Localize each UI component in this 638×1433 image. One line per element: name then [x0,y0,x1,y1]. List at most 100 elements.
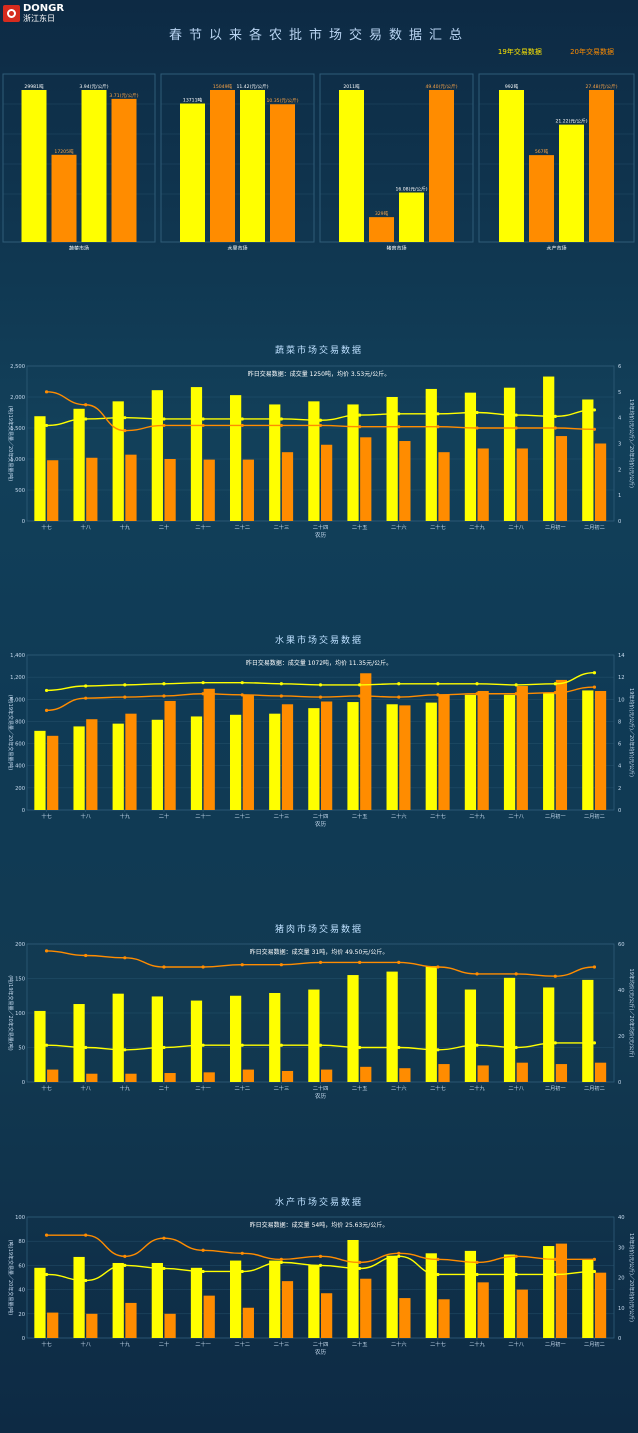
summary-bar [51,154,77,242]
price-point [279,417,283,421]
bar [438,452,450,521]
x-tick-label: 十九 [120,1084,131,1092]
y-tick-label-left: 100 [15,1011,25,1017]
y-axis-label-left: (吨)19年交易量／20年交易量(吨) [7,695,14,771]
x-tick-label: 二十二 [234,1340,250,1348]
price-point [162,1045,166,1050]
price-point [84,417,88,421]
bar [477,448,489,521]
summary-chart: 29981吨 17205吨 3.94(元/公斤)3.71(元/公斤) 蔬菜市场 1371… [2,73,635,250]
bar [555,1243,568,1338]
y-tick-label-right: 4 [618,764,622,770]
summary-market-label: 水果市场 [227,245,247,250]
panel-title: 水果市场交易数据 [274,636,363,646]
y-tick-label-left: 0 [22,1336,25,1342]
x-tick-label: 二十三 [274,1340,290,1348]
price-point [475,682,479,686]
y-tick-label-right: 2 [618,786,621,792]
bar [281,452,294,521]
price-point [201,1248,205,1252]
y-tick-label-left: 50 [18,1046,25,1052]
price-point [514,426,518,430]
x-tick-label: 二月初二 [584,523,605,531]
price-point [162,1236,166,1240]
price-point [44,423,49,428]
price-point [553,426,557,430]
y-tick-label-left: 500 [15,488,25,494]
bar [164,700,176,810]
legend-2020[interactable]: 20年交易数据 [570,48,614,56]
y-axis-label-left: (吨)19年交易量／20年交易量(吨) [7,406,14,482]
bar [543,692,555,810]
y-tick-label-right: 5 [618,390,621,396]
summary-bar [240,90,265,242]
bar [360,1066,372,1082]
summary-bar [180,103,205,242]
price-point [123,695,127,699]
bar [594,690,607,810]
y-tick-label-left: 2,000 [10,395,25,401]
price-point [162,423,166,428]
price-point [162,1266,166,1271]
bar [438,1299,450,1338]
y-tick-label-left: 40 [18,1288,25,1294]
bar [47,460,59,521]
bar [321,1069,333,1082]
legend-2019[interactable]: 19年交易数据 [497,48,542,56]
bar [34,1010,46,1082]
summary-market-2: 13711吨 15049吨 11.42(元/公斤) 10.35(元/公斤) 水果市场 [160,73,315,250]
summary-bar [369,217,394,242]
bar [203,1072,215,1082]
bar [190,1267,203,1338]
price-point [84,1045,88,1050]
x-tick-label: 二十二 [234,812,250,820]
bar [438,1064,450,1082]
x-tick-label: 二月初一 [545,523,566,531]
x-tick-label: 二十八 [508,523,524,531]
price-point [318,1043,323,1047]
panel-yesterday-info: 昨日交易数据：成交量 1250吨，均价 3.53元/公斤。 [247,371,391,378]
bar [321,444,333,521]
summary-bar [499,90,524,242]
price-point [397,412,401,416]
y-tick-label-right: 0 [618,519,621,525]
bar [229,1260,242,1338]
y-tick-label-left: 200 [15,942,25,948]
bar [73,1004,85,1082]
x-axis-label: 农历 [315,820,327,828]
price-point [240,693,244,697]
price-point [553,1041,557,1045]
x-tick-label: 二十五 [352,1340,368,1348]
x-tick-label: 二月初二 [584,812,605,820]
x-tick-label: 二十五 [352,523,368,531]
panel-title: 水产市场交易数据 [274,1198,363,1208]
y-tick-label-left: 1,500 [10,426,25,432]
price-point [84,684,88,688]
x-tick-label: 十七 [41,1340,51,1348]
x-tick-label: 二十一 [195,1084,211,1092]
x-tick-label: 二十三 [274,523,290,531]
y-tick-label-left: 80 [18,1239,25,1245]
x-tick-label: 二十九 [469,1340,485,1348]
bar [347,1239,359,1338]
y-tick-label-right: 8 [618,719,621,725]
y-tick-label-right: 6 [618,742,621,748]
x-tick-label: 二十九 [469,523,485,531]
price-point [123,1048,127,1052]
bar [281,704,294,810]
price-point [397,1045,401,1050]
bar [399,705,411,810]
x-tick-label: 二十三 [274,812,290,820]
bar [281,1281,294,1338]
x-tick-label: 二十九 [469,812,485,820]
x-tick-label: 二十四 [313,1340,329,1348]
bar [594,443,607,521]
x-tick-label: 二十八 [508,812,524,820]
bar [360,673,372,810]
summary-bar [429,90,454,242]
y-tick-label-right: 2 [618,467,621,473]
bar [516,1289,528,1338]
bar [555,1064,568,1082]
price-point [201,965,205,969]
summary-bar [210,90,235,242]
